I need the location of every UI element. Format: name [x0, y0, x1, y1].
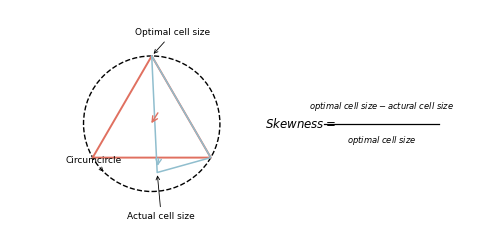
Text: Actual cell size: Actual cell size [127, 176, 195, 221]
Text: Optimal cell size: Optimal cell size [135, 28, 210, 53]
Text: Circumcircle: Circumcircle [66, 157, 122, 171]
Text: $\mathit{Skewness} = $: $\mathit{Skewness} = $ [265, 117, 335, 131]
Text: $\mathit{optimal\ cell\ size}$: $\mathit{optimal\ cell\ size}$ [347, 134, 416, 147]
Text: $\mathit{optimal\ cell\ size} - \mathit{actural\ cell\ size}$: $\mathit{optimal\ cell\ size} - \mathit{… [309, 100, 454, 113]
